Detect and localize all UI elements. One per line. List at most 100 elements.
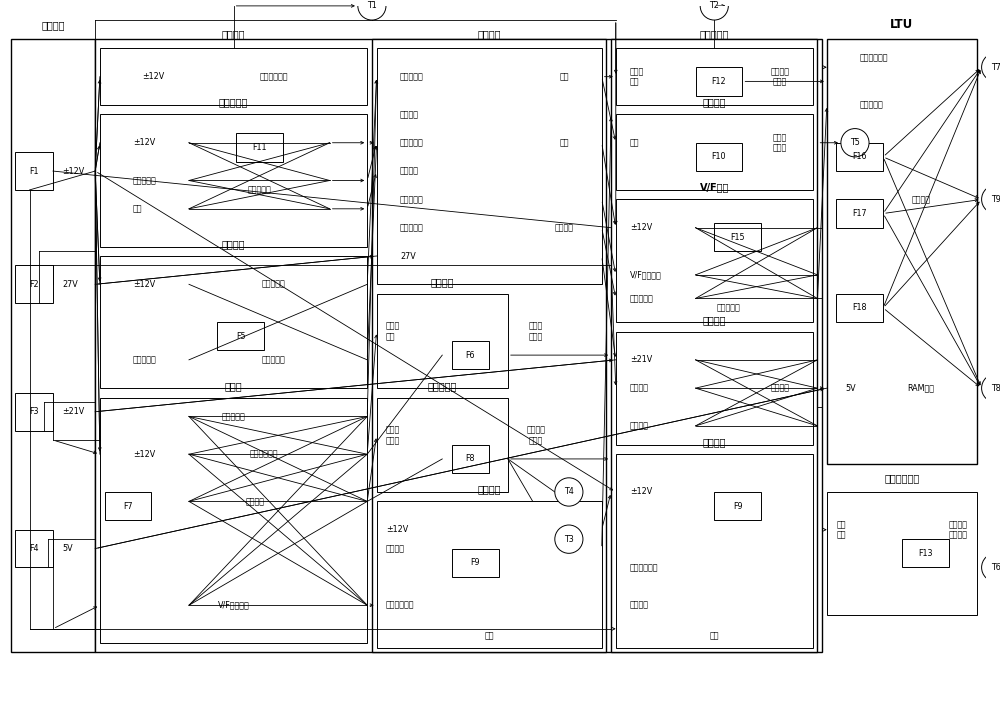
Bar [217,322,264,350]
Text: 频率源遥
测电压: 频率源遥 测电压 [527,426,546,445]
Text: V/F转换频率: V/F转换频率 [218,601,249,610]
Text: 角速度
遥测: 角速度 遥测 [630,67,644,86]
Bar [452,444,489,473]
Bar [616,199,813,322]
Text: T3: T3 [564,535,574,544]
Text: ±12V: ±12V [62,167,85,175]
Bar [372,39,606,653]
Text: 激磁电源: 激磁电源 [222,239,245,250]
Text: 角速度脉冲: 角速度脉冲 [716,304,740,313]
Text: 调宽方波频率: 调宽方波频率 [386,601,414,610]
Text: 角度: 角度 [133,204,142,213]
Bar [616,332,813,444]
Bar [377,397,508,492]
Text: 角速度遥
测电压: 角速度遥 测电压 [770,67,789,86]
Bar [836,294,883,322]
Text: 陀螺表头: 陀螺表头 [477,29,501,39]
Bar [696,67,742,95]
Bar [15,152,53,190]
Bar [452,549,499,577]
Text: 调宽方
波频率: 调宽方 波频率 [386,426,400,445]
Text: RAM自检: RAM自检 [907,383,934,393]
Text: F12: F12 [712,77,726,86]
Text: F3: F3 [29,407,39,416]
Text: 力反馈激磁: 力反馈激磁 [262,280,285,289]
Text: 力反馈激磁: 力反馈激磁 [133,176,156,185]
Text: V/F转换: V/F转换 [700,182,729,193]
Text: T2: T2 [709,1,719,11]
Text: T4: T4 [564,487,574,496]
Text: 传感器激磁: 传感器激磁 [400,72,424,81]
Bar [836,143,883,171]
Bar [827,39,977,463]
Text: F4: F4 [29,544,39,553]
Text: F1: F1 [29,167,39,175]
Text: 马达电流: 马达电流 [400,167,419,175]
Text: F8: F8 [466,454,475,463]
Text: ±12V: ±12V [630,487,652,496]
Text: 激磁遥
测电压: 激磁遥 测电压 [529,322,543,341]
Bar [15,393,53,430]
Text: 油温遥测: 油温遥测 [703,97,726,108]
Bar [611,39,817,653]
Text: T5: T5 [850,138,860,147]
Circle shape [982,185,1000,214]
Text: F18: F18 [852,304,867,313]
Text: 温控电路: 温控电路 [477,484,501,495]
Bar [452,341,489,369]
Text: F11: F11 [252,143,267,152]
Text: 角速度脉冲: 角速度脉冲 [860,100,883,109]
Text: T6: T6 [991,563,1000,572]
Bar [377,501,602,648]
Text: 传感器频率: 传感器频率 [133,355,156,365]
Bar [11,39,95,653]
Text: 传感器
激磁: 传感器 激磁 [386,322,400,341]
Text: 油温遥
测电压: 油温遥 测电压 [773,133,787,152]
Text: F5: F5 [236,332,245,341]
Text: F9: F9 [470,558,480,567]
Text: 温控信号: 温控信号 [400,110,419,119]
Text: ±12V: ±12V [630,223,652,232]
Text: LTU: LTU [890,18,913,32]
Bar [377,294,508,388]
Circle shape [555,525,583,553]
Bar [616,48,813,105]
Text: F10: F10 [712,152,726,161]
Circle shape [982,53,1000,81]
Bar [616,454,813,648]
Text: 频率源遥测: 频率源遥测 [428,381,457,390]
Text: ±12V: ±12V [133,138,155,147]
Text: 马达电流
遥测电压: 马达电流 遥测电压 [949,520,968,540]
Text: ±12V: ±12V [133,450,155,458]
Text: T7: T7 [991,62,1000,72]
Text: V/F转换频率: V/F转换频率 [630,271,662,280]
Text: 力反馈电流: 力反馈电流 [400,195,424,204]
Text: ±12V: ±12V [133,280,155,289]
Text: F2: F2 [29,280,39,289]
Text: 温控信号: 温控信号 [386,544,405,553]
Text: 马达电流: 马达电流 [770,383,789,393]
Text: 马达转速: 马达转速 [630,421,649,430]
Text: 油温: 油温 [559,72,569,81]
Text: ±12V: ±12V [386,525,408,534]
Circle shape [982,553,1000,582]
Text: 转子频率: 转子频率 [630,383,649,393]
Text: 二次电源: 二次电源 [41,20,65,29]
Text: 马达
电流: 马达 电流 [836,520,846,540]
Text: F7: F7 [123,502,133,510]
Circle shape [700,0,728,20]
Text: 油温: 油温 [484,632,494,641]
Bar [15,530,53,568]
Text: 激磁遥测: 激磁遥测 [431,277,454,287]
Bar [377,48,602,285]
Text: 传感器激磁: 传感器激磁 [262,355,285,365]
Text: 电源遥测电压: 电源遥测电压 [259,72,288,81]
Text: 电源遥测: 电源遥测 [222,29,245,39]
Text: 油温: 油温 [710,632,719,641]
Bar [100,114,367,247]
Text: ±12V: ±12V [142,72,164,81]
Text: 油温: 油温 [630,138,639,147]
Text: 力反馈电流: 力反馈电流 [400,138,424,147]
Text: 频率源: 频率源 [225,381,242,390]
Text: 27V: 27V [400,252,416,261]
